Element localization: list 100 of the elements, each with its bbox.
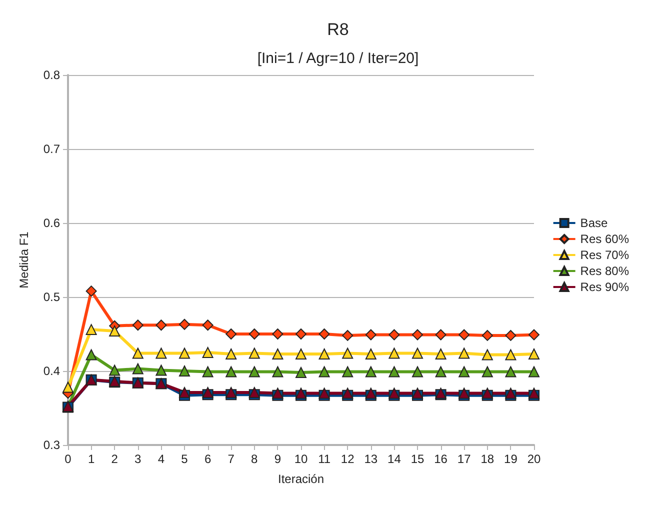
legend-label: Res 90% xyxy=(580,280,630,294)
point xyxy=(202,366,214,378)
point xyxy=(528,329,540,340)
x-tick-label: 14 xyxy=(388,452,402,466)
point xyxy=(482,349,493,360)
x-tick-label: 18 xyxy=(480,452,494,466)
point xyxy=(226,328,237,340)
point xyxy=(505,366,516,378)
x-tick-label: 15 xyxy=(410,452,424,466)
point xyxy=(388,366,400,378)
point xyxy=(86,349,97,360)
legend-label: Base xyxy=(580,216,608,230)
point xyxy=(528,366,540,378)
point xyxy=(365,329,376,340)
point xyxy=(435,348,446,360)
point xyxy=(412,348,423,359)
y-tick-label: 0.5 xyxy=(43,290,60,304)
point xyxy=(318,366,330,378)
point xyxy=(435,329,446,340)
point xyxy=(226,366,237,378)
x-tick-label: 17 xyxy=(457,452,472,466)
point xyxy=(179,366,190,376)
point xyxy=(342,330,354,341)
point xyxy=(318,348,330,360)
chart-subtitle: [Ini=1 / Agr=10 / Iter=20] xyxy=(257,50,419,67)
point xyxy=(156,348,167,359)
point xyxy=(528,348,540,360)
x-tick-label: 7 xyxy=(228,452,235,466)
point xyxy=(435,366,446,378)
point xyxy=(342,366,354,378)
point xyxy=(156,320,167,331)
point xyxy=(202,347,214,358)
point xyxy=(272,348,284,360)
x-tick-label: 11 xyxy=(318,452,331,466)
point xyxy=(482,366,493,378)
x-tick-label: 13 xyxy=(364,452,378,466)
point xyxy=(248,366,260,378)
x-tick-label: 8 xyxy=(251,452,258,466)
chart-title: R8 xyxy=(327,20,349,39)
point xyxy=(296,366,306,378)
point xyxy=(156,364,167,376)
x-tick-label: 0 xyxy=(64,452,72,466)
x-axis-title: Iteración xyxy=(278,472,324,486)
point xyxy=(458,366,470,378)
point xyxy=(458,348,470,359)
point xyxy=(505,349,516,360)
point xyxy=(179,348,190,359)
point xyxy=(272,328,284,340)
point xyxy=(365,348,376,360)
point xyxy=(62,382,74,393)
x-tick-label: 3 xyxy=(134,452,142,466)
point xyxy=(132,320,144,331)
x-tick-label: 6 xyxy=(204,452,212,466)
y-tick-label: 0.3 xyxy=(43,438,60,452)
point xyxy=(109,364,120,376)
legend-label: Res 80% xyxy=(580,264,630,278)
x-tick-label: 1 xyxy=(88,452,95,466)
point xyxy=(202,386,214,398)
point xyxy=(248,328,260,340)
legend-label: Res 60% xyxy=(580,232,630,246)
y-axis-title: Medida F1 xyxy=(17,231,31,288)
point xyxy=(482,330,493,341)
point xyxy=(202,320,214,331)
x-tick-label: 19 xyxy=(504,452,518,466)
y-tick-label: 0.8 xyxy=(43,68,60,82)
point xyxy=(248,386,260,398)
point xyxy=(132,348,144,359)
y-tick-label: 0.6 xyxy=(43,216,60,230)
x-tick-label: 12 xyxy=(340,452,355,466)
x-tick-label: 5 xyxy=(181,452,188,466)
x-tick-label: 9 xyxy=(274,452,282,466)
point xyxy=(248,348,260,359)
point xyxy=(132,363,144,374)
point xyxy=(109,326,120,337)
point xyxy=(318,328,330,340)
x-tick-label: 20 xyxy=(527,452,541,466)
point xyxy=(388,329,400,340)
point xyxy=(342,348,354,359)
point xyxy=(86,286,97,297)
point xyxy=(505,330,516,341)
point xyxy=(458,329,470,340)
point xyxy=(226,348,237,360)
legend-label: Res 70% xyxy=(580,248,630,262)
point xyxy=(296,328,306,340)
x-tick-label: 4 xyxy=(158,452,165,466)
x-tick-label: 16 xyxy=(434,452,448,466)
point xyxy=(412,329,423,340)
x-tick-label: 10 xyxy=(294,452,308,466)
point xyxy=(272,366,284,378)
point xyxy=(296,348,306,360)
point xyxy=(86,324,97,336)
point xyxy=(365,366,376,378)
point xyxy=(388,348,400,359)
y-tick-label: 0.7 xyxy=(43,142,60,156)
point xyxy=(412,366,423,378)
point xyxy=(179,318,190,330)
point xyxy=(226,386,237,398)
y-tick-label: 0.4 xyxy=(43,364,60,378)
point xyxy=(179,386,190,398)
x-tick-label: 2 xyxy=(111,452,118,466)
